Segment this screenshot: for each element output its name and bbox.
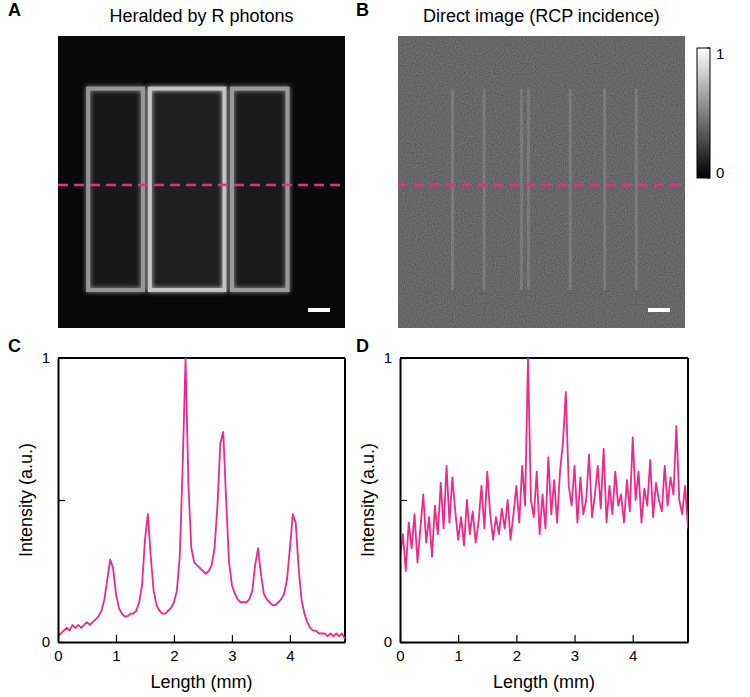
y-axis-title: Intensity (a.u.) (16, 443, 36, 557)
frame-top (400, 357, 688, 359)
colorbar-scale (697, 48, 710, 178)
tick-label: 4 (629, 647, 637, 664)
tick-label: 1 (112, 647, 120, 664)
image-noise (398, 36, 685, 328)
tick-mark (58, 500, 65, 501)
tick-mark (400, 358, 407, 359)
colorbar: 01 (697, 45, 724, 181)
tick: 2 (170, 635, 178, 664)
tick-label: 0 (42, 633, 50, 650)
panel-letter: A (8, 0, 21, 20)
image-feature (150, 89, 225, 290)
tick-label: 4 (286, 647, 294, 664)
tick-mark (174, 635, 175, 642)
axis-line (401, 642, 689, 644)
tick: 3 (228, 635, 236, 664)
colorbar-tick (707, 178, 710, 179)
tick-mark (58, 642, 65, 643)
data-line (58, 358, 345, 639)
x-axis: 0 1 2 3 4 (396, 635, 688, 664)
tick-mark (400, 642, 407, 643)
colorbar-tick-label: 1 (716, 45, 724, 62)
scale-bar (648, 308, 670, 312)
tick-label: 1 (42, 349, 50, 366)
plot-area (58, 358, 345, 639)
figure-svg: A Heralded by R photons B Direct image (RCP… (0, 0, 750, 697)
tick (58, 500, 65, 501)
image-panel (58, 36, 345, 328)
tick: 0 (42, 633, 65, 650)
image-feature (483, 89, 486, 290)
image-feature (527, 89, 530, 290)
image-feature (88, 89, 143, 290)
panel-title: Heralded by R photons (109, 6, 293, 26)
tick-label: 1 (455, 647, 463, 664)
panel-letter: C (8, 336, 21, 356)
data-line (400, 358, 688, 571)
tick-mark (116, 635, 117, 642)
tick: 3 (571, 635, 579, 664)
image-background (398, 36, 685, 328)
tick-label: 0 (396, 647, 404, 664)
colorbar-tick-label: 0 (716, 164, 724, 181)
tick-mark (633, 635, 634, 642)
tick: 1 (42, 349, 65, 366)
tick: 4 (286, 635, 294, 664)
frame-right (687, 358, 689, 642)
tick (400, 500, 407, 501)
tick-label: 0 (384, 633, 392, 650)
panel-letter: B (356, 0, 369, 20)
panel-title: Direct image (RCP incidence) (423, 6, 660, 26)
image-panel (398, 36, 685, 328)
image-feature (603, 89, 606, 290)
profile-line (58, 184, 345, 187)
y-axis-title: Intensity (a.u.) (358, 443, 378, 557)
tick-mark (458, 635, 459, 642)
panel-letter: D (356, 336, 369, 356)
tick-mark (232, 635, 233, 642)
tick-label: 3 (228, 647, 236, 664)
tick-label: 2 (170, 647, 178, 664)
tick: 2 (513, 635, 521, 664)
image-feature (635, 89, 638, 290)
tick-mark (400, 500, 407, 501)
tick: 1 (455, 635, 463, 664)
tick: 1 (384, 349, 407, 366)
image-feature (569, 89, 572, 290)
image-feature (232, 89, 288, 290)
tick-label: 3 (571, 647, 579, 664)
tick-label: 2 (513, 647, 521, 664)
image-feature-fill (150, 89, 225, 290)
plot-area (400, 358, 688, 571)
tick: 4 (629, 635, 637, 664)
tick-mark (58, 358, 65, 359)
y-axis: 01 (384, 349, 407, 650)
profile-line (398, 184, 685, 187)
tick: 1 (112, 635, 120, 664)
x-axis-title: Length (mm) (150, 672, 252, 692)
tick-mark (290, 635, 291, 642)
x-axis-title: Length (mm) (493, 672, 595, 692)
figure: A Heralded by R photons B Direct image (RCP… (0, 0, 750, 697)
tick: 0 (384, 633, 407, 650)
frame-top (58, 357, 345, 359)
colorbar-tick (707, 48, 710, 49)
scale-bar (308, 308, 330, 312)
frame-right (344, 358, 346, 642)
x-axis: 0 1 2 3 4 (54, 635, 345, 664)
image-feature-fill (88, 89, 143, 290)
tick-label: 1 (384, 349, 392, 366)
tick-mark (574, 635, 575, 642)
y-axis: 01 (42, 349, 65, 650)
image-feature-fill (232, 89, 288, 290)
tick-mark (516, 635, 517, 642)
image-feature (520, 89, 523, 290)
image-feature (451, 89, 454, 290)
axis-line (59, 642, 346, 644)
tick-label: 0 (54, 647, 62, 664)
image-background (58, 36, 345, 328)
